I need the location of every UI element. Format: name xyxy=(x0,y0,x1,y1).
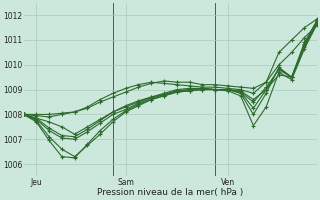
X-axis label: Pression niveau de la mer( hPa ): Pression niveau de la mer( hPa ) xyxy=(97,188,244,197)
